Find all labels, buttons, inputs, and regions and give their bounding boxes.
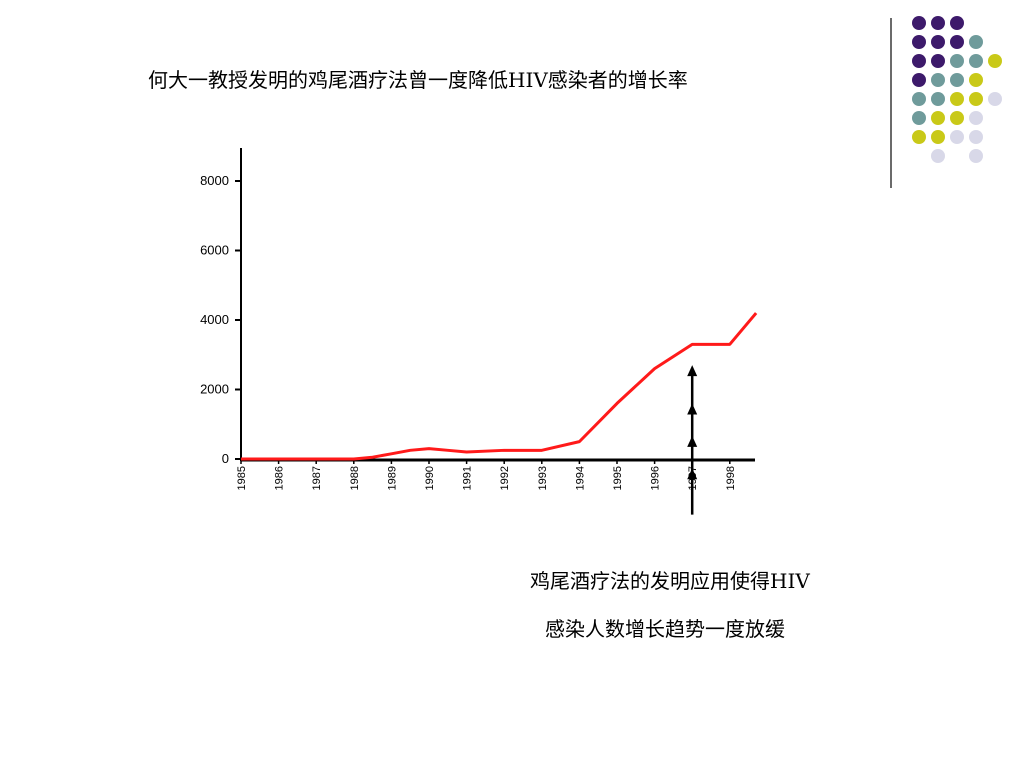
divider-line: [890, 18, 892, 188]
x-axis: 1985 1986 1987 1988 1989 1990 1991 1992 1993 1994…: [236, 458, 755, 490]
arrow-head: [687, 435, 698, 447]
arrow-head: [687, 468, 698, 480]
caption-line-2: 感染人数增长趋势一度放缓: [545, 617, 785, 641]
y-tick-label: 6000: [200, 243, 229, 258]
y-tick-label: 8000: [200, 173, 229, 188]
slide-title: 何大一教授发明的鸡尾酒疗法曾一度降低HIV感染者的增长率: [148, 68, 688, 92]
x-tick-label: 1989: [386, 466, 398, 490]
arrow-head: [687, 365, 698, 377]
series-line: [241, 312, 758, 461]
x-tick-label: 1992: [499, 466, 511, 490]
y-axis: 0 2000 4000 6000 8000: [200, 148, 242, 466]
arrow-head: [687, 403, 698, 415]
y-tick-label: 2000: [200, 382, 229, 397]
x-tick-label: 1995: [612, 466, 624, 490]
y-tick-label: 4000: [200, 312, 229, 327]
x-tick-label: 1988: [349, 466, 361, 490]
x-tick-label: 1994: [574, 466, 586, 490]
x-tick-label: 1986: [274, 466, 286, 490]
y-tick-label: 0: [222, 451, 229, 466]
x-tick-label: 1987: [311, 466, 323, 490]
series-group: [241, 312, 758, 461]
caption-line-1: 鸡尾酒疗法的发明应用使得HIV: [530, 569, 810, 593]
x-tick-label: 1985: [236, 466, 248, 490]
x-tick-label: 1991: [462, 466, 474, 490]
x-tick-label: 1993: [537, 466, 549, 490]
x-tick-label: 1996: [650, 466, 662, 490]
annotation-group: [687, 365, 698, 515]
x-tick-label: 1998: [725, 466, 737, 490]
x-tick-label: 1990: [424, 466, 436, 490]
